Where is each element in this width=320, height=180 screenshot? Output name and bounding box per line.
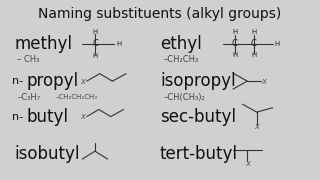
Text: isobutyl: isobutyl bbox=[14, 145, 80, 163]
Text: x: x bbox=[261, 77, 266, 86]
Text: n-: n- bbox=[12, 112, 24, 122]
Text: tert-butyl: tert-butyl bbox=[160, 145, 238, 163]
Text: H: H bbox=[92, 28, 98, 35]
Text: x: x bbox=[80, 112, 85, 121]
Text: – CH₃: – CH₃ bbox=[17, 55, 40, 64]
Text: H: H bbox=[251, 52, 256, 58]
Text: H: H bbox=[232, 52, 237, 58]
Text: H: H bbox=[251, 29, 256, 35]
Text: n-: n- bbox=[12, 76, 24, 86]
Text: –CH₂CH₂CH₃: –CH₂CH₂CH₃ bbox=[55, 94, 97, 100]
Text: H: H bbox=[92, 53, 98, 59]
Text: propyl: propyl bbox=[26, 72, 78, 90]
Text: H: H bbox=[116, 41, 121, 47]
Text: x: x bbox=[80, 77, 85, 86]
Text: –CH(CH₃)₂: –CH(CH₃)₂ bbox=[163, 93, 205, 102]
Text: x: x bbox=[254, 122, 259, 131]
Text: x: x bbox=[245, 159, 250, 168]
Text: H: H bbox=[232, 29, 237, 35]
Text: sec-butyl: sec-butyl bbox=[160, 108, 236, 126]
Text: ethyl: ethyl bbox=[160, 35, 202, 53]
Text: –CH₂CH₃: –CH₂CH₃ bbox=[163, 55, 198, 64]
Text: –C₃H₇: –C₃H₇ bbox=[17, 93, 40, 102]
Text: isopropyl: isopropyl bbox=[160, 72, 236, 90]
Text: butyl: butyl bbox=[26, 108, 68, 126]
Text: C: C bbox=[92, 39, 98, 48]
Text: C: C bbox=[251, 39, 257, 48]
Text: methyl: methyl bbox=[14, 35, 72, 53]
Text: H: H bbox=[275, 41, 280, 47]
Text: C: C bbox=[232, 39, 237, 48]
Text: Naming substituents (alkyl groups): Naming substituents (alkyl groups) bbox=[38, 7, 282, 21]
